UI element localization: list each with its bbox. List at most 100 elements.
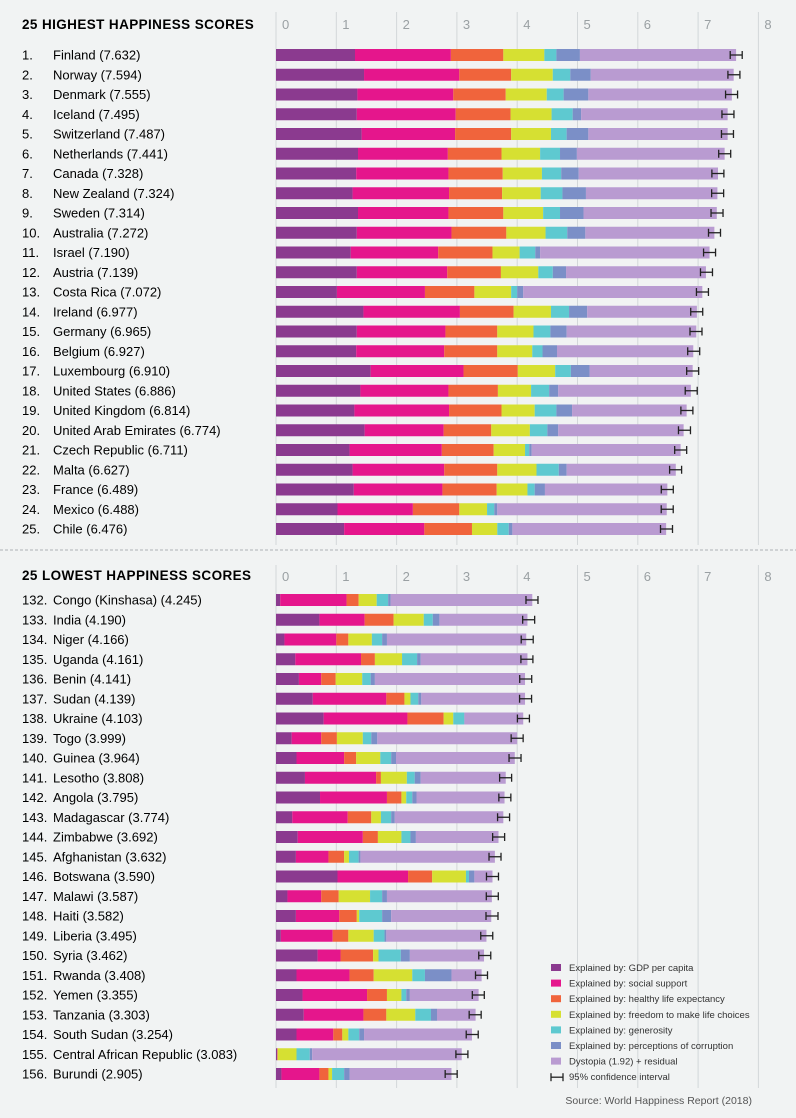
bar-segment — [296, 1048, 310, 1061]
bar-segment — [336, 286, 425, 298]
bar-segment — [359, 910, 383, 922]
bar-segment — [464, 712, 524, 725]
country-label: Germany (6.965) — [53, 324, 151, 339]
bar-segment — [312, 1048, 462, 1061]
bar-segment — [459, 503, 488, 516]
country-label: Central African Republic (3.083) — [53, 1047, 237, 1062]
country-label: Liberia (3.495) — [53, 928, 137, 943]
legend-item-label: Explained by: healthy life expectancy — [569, 994, 725, 1005]
country-label: New Zealand (7.324) — [53, 186, 174, 201]
bar-segment — [496, 483, 528, 496]
country-label: Mexico (6.488) — [53, 502, 139, 517]
row-rank: 139. — [22, 731, 47, 746]
bar-segment — [371, 633, 383, 646]
row-rank: 6. — [22, 146, 33, 161]
bar-segment — [391, 752, 396, 764]
row-rank: 143. — [22, 810, 47, 825]
country-label: United States (6.886) — [53, 383, 176, 398]
bar-segment — [276, 1028, 297, 1041]
bar-segment — [276, 831, 298, 843]
bar-segment — [380, 811, 392, 824]
bar-segment — [493, 444, 526, 456]
bar-segment — [337, 870, 409, 883]
country-label: Burundi (2.905) — [53, 1067, 143, 1082]
bar-segment — [448, 167, 503, 180]
bar-segment — [328, 1068, 333, 1080]
bar-segment — [412, 503, 460, 516]
bar-segment — [455, 128, 512, 140]
bar-segment — [321, 890, 339, 903]
bar-segment — [377, 831, 402, 843]
row-rank: 148. — [22, 909, 47, 924]
bar-segment — [276, 752, 297, 764]
row-rank: 21. — [22, 443, 40, 458]
row-rank: 9. — [22, 206, 33, 221]
bar-segment — [364, 68, 460, 81]
bar-segment — [374, 653, 403, 666]
bar-segment — [531, 384, 550, 397]
bar-segment — [512, 523, 667, 535]
bar-segment — [546, 88, 564, 101]
legend-swatch — [551, 964, 561, 971]
bar-segment — [497, 325, 534, 338]
bar-segment — [309, 1048, 313, 1061]
row-rank: 146. — [22, 869, 47, 884]
row-rank: 138. — [22, 711, 47, 726]
bar-segment — [406, 771, 415, 784]
row-rank: 145. — [22, 849, 47, 864]
bar-segment — [401, 831, 411, 843]
bar-segment — [439, 613, 528, 626]
country-label: Guinea (3.964) — [53, 751, 140, 766]
bar-segment — [276, 365, 371, 377]
bar-segment — [412, 791, 417, 804]
bar-segment — [386, 1008, 416, 1021]
bar-segment — [276, 444, 350, 456]
row-rank: 4. — [22, 107, 33, 122]
bar-segment — [510, 108, 552, 121]
country-label: Czech Republic (6.711) — [53, 443, 188, 458]
country-label: Denmark (7.555) — [53, 87, 151, 102]
legend-item-label: Explained by: generosity — [569, 1025, 673, 1036]
country-label: Niger (4.166) — [53, 632, 129, 647]
country-label: Switzerland (7.487) — [53, 127, 165, 142]
row-rank: 17. — [22, 364, 40, 379]
bar-segment — [567, 226, 586, 239]
bar-segment — [364, 613, 394, 626]
bar-segment — [360, 850, 495, 863]
bar-segment — [353, 483, 443, 496]
bar-segment — [335, 673, 363, 685]
country-label: United Kingdom (6.814) — [53, 403, 190, 418]
bar-segment — [340, 949, 374, 962]
bar-segment — [497, 345, 533, 358]
bar-segment — [395, 752, 515, 764]
x-tick-label: 6 — [644, 569, 651, 584]
bar-segment — [409, 989, 479, 1001]
bar-segment — [276, 167, 357, 180]
bar-segment — [319, 1068, 329, 1080]
x-tick-label: 0 — [282, 17, 289, 32]
bar-segment — [358, 147, 448, 160]
row-rank: 10. — [22, 225, 40, 240]
bar-segment — [497, 523, 509, 535]
bar-segment — [465, 870, 469, 883]
bar-segment — [560, 147, 577, 160]
x-tick-label: 1 — [342, 17, 349, 32]
bar-segment — [373, 929, 385, 942]
bar-segment — [544, 49, 557, 61]
bar-segment — [443, 712, 454, 725]
bar-segment — [276, 969, 297, 982]
bar-segment — [276, 325, 357, 338]
x-tick-label: 4 — [523, 569, 530, 584]
bar-segment — [276, 692, 313, 705]
bar-segment — [291, 732, 322, 745]
x-tick-label: 0 — [282, 569, 289, 584]
country-label: Ukraine (4.103) — [53, 711, 143, 726]
bar-segment — [276, 404, 355, 417]
bar-segment — [583, 207, 717, 219]
bar-segment — [409, 949, 485, 962]
bar-segment — [319, 613, 365, 626]
country-label: Angola (3.795) — [53, 790, 138, 805]
bar-segment — [338, 890, 371, 903]
bar-segment — [354, 404, 450, 417]
country-label: Syria (3.462) — [53, 948, 127, 963]
